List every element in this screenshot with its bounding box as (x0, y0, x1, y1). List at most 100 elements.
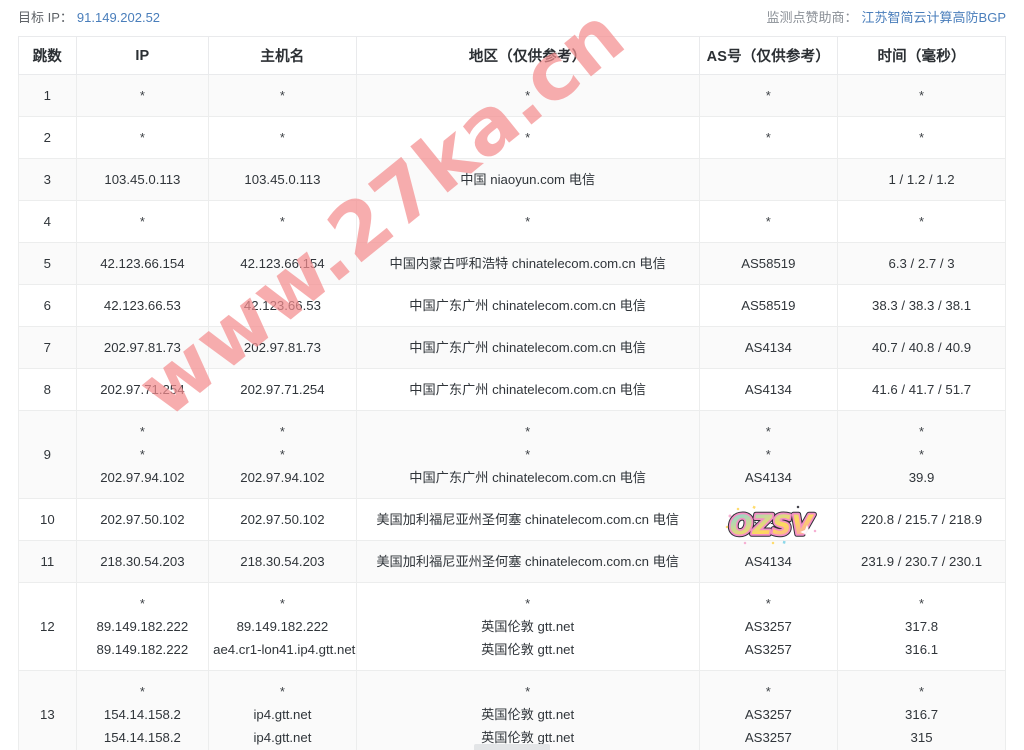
latency-cell: 40.7 / 40.8 / 40.9 (837, 326, 1006, 369)
as-number-cell[interactable]: AS4134 (698, 368, 839, 411)
as-number-cell[interactable]: * (698, 74, 839, 117)
cell-line: 315 (910, 730, 933, 745)
no-response-marker: * (279, 214, 285, 229)
as-number-cell[interactable]: * * AS4134 (698, 410, 839, 499)
ip-cell[interactable]: 218.30.54.203 (75, 540, 210, 583)
table-header-row: 跳数 IP 主机名 地区（仅供参考） AS号（仅供参考） 时间（毫秒） (18, 36, 1006, 75)
ip-cell[interactable]: * (75, 74, 210, 117)
table-row: 7 202.97.81.73 202.97.81.73 中国广东广州 chinatel… (18, 326, 1006, 369)
latency-cell: 220.8 / 215.7 / 218.9 (837, 498, 1006, 541)
cell-line: 202.97.94.102 (240, 470, 325, 485)
cell-line: 89.149.182.222 (96, 619, 189, 634)
cell-line: ip4.gtt.net (253, 730, 312, 745)
bottom-scroll-indicator[interactable] (474, 744, 550, 750)
ip-cell[interactable]: * 89.149.182.222 89.149.182.222 (75, 582, 210, 671)
ip-cell[interactable]: 202.97.71.254 (75, 368, 210, 411)
cell-line: 154.14.158.2 (103, 707, 181, 722)
table-row: 5 42.123.66.154 42.123.66.154 中国内蒙古呼和浩特 chi… (18, 242, 1006, 285)
no-response-marker: * (919, 596, 925, 611)
column-header-ip: IP (75, 36, 210, 75)
no-response-marker: * (139, 130, 145, 145)
cell-line: 6.3 / 2.7 / 3 (888, 256, 955, 271)
cell-line: 316.7 (905, 707, 939, 722)
no-response-marker: * (139, 447, 145, 462)
geo-cell: 中国内蒙古呼和浩特 chinatelecom.com.cn 电信 (355, 242, 700, 285)
no-response-marker: * (919, 684, 925, 699)
no-response-marker: * (919, 88, 925, 103)
table-row: 6 42.123.66.53 42.123.66.53 中国广东广州 chinatel… (18, 284, 1006, 327)
no-response-marker: * (139, 88, 145, 103)
geo-cell: * (355, 74, 700, 117)
ip-cell[interactable]: * * 202.97.94.102 (75, 410, 210, 499)
as-number-cell[interactable] (698, 158, 839, 201)
hop-number: 9 (43, 447, 51, 462)
as-number-cell[interactable]: AS4134 (698, 540, 839, 583)
hostname-cell: 202.97.71.254 (208, 368, 357, 411)
column-header-as: AS号（仅供参考） (698, 36, 839, 75)
cell-line: 中国 niaoyun.com 电信 (460, 172, 596, 187)
hop-number-cell: 9 (18, 410, 77, 499)
as-number-cell[interactable]: * AS3257 AS3257 (698, 582, 839, 671)
ip-cell[interactable]: 202.97.50.102 (75, 498, 210, 541)
cell-line: 202.97.94.102 (100, 470, 185, 485)
hop-number-cell: 12 (18, 582, 77, 671)
hop-number-cell: 1 (18, 74, 77, 117)
cell-line: AS4134 (744, 554, 792, 569)
cell-line: 中国广东广州 chinatelecom.com.cn 电信 (409, 298, 646, 313)
table-head: 跳数 IP 主机名 地区（仅供参考） AS号（仅供参考） 时间（毫秒） (18, 36, 1006, 75)
ip-cell[interactable]: * (75, 200, 210, 243)
no-response-marker: * (765, 684, 771, 699)
as-number-cell[interactable]: AS58519 (698, 284, 839, 327)
cell-line: 231.9 / 230.7 / 230.1 (861, 554, 983, 569)
latency-cell: * (837, 74, 1006, 117)
hop-number: 4 (43, 214, 51, 229)
cell-line: 202.97.71.254 (100, 382, 185, 397)
ip-cell[interactable]: * (75, 116, 210, 159)
cell-line: 218.30.54.203 (100, 554, 185, 569)
table-body: 1 * * * * * 2 * * * * * 3 103.45.0.113 103.45.0.113 中国 … (18, 74, 1006, 750)
hostname-cell: 202.97.81.73 (208, 326, 357, 369)
cell-line: 38.3 / 38.3 / 38.1 (872, 298, 972, 313)
cell-line: 202.97.81.73 (103, 340, 181, 355)
cell-line: AS58519 (741, 298, 796, 313)
target-ip-value[interactable]: 91.149.202.52 (76, 9, 161, 25)
no-response-marker: * (139, 596, 145, 611)
no-response-marker: * (919, 424, 925, 439)
table-row: 11 218.30.54.203 218.30.54.203 美国加利福尼亚州圣何塞 … (18, 540, 1006, 583)
hop-number-cell: 10 (18, 498, 77, 541)
ip-cell[interactable]: 202.97.81.73 (75, 326, 210, 369)
as-number-cell[interactable]: * AS3257 AS3257 (698, 670, 839, 750)
no-response-marker: * (919, 214, 925, 229)
hostname-cell: 42.123.66.53 (208, 284, 357, 327)
sponsor-link[interactable]: 江苏智简云计算高防BGP (861, 9, 1006, 25)
hostname-cell: 42.123.66.154 (208, 242, 357, 285)
column-header-hop: 跳数 (18, 36, 77, 75)
cell-line: 202.97.81.73 (243, 340, 321, 355)
ip-cell[interactable]: * 154.14.158.2 154.14.158.2 (75, 670, 210, 750)
hop-number-cell: 7 (18, 326, 77, 369)
no-response-marker: * (525, 214, 531, 229)
as-number-cell[interactable]: AS4134 (698, 498, 839, 541)
hop-number: 8 (43, 382, 51, 397)
target-ip-group: 目标 IP： 91.149.202.52 (18, 7, 160, 26)
as-number-cell[interactable]: AS4134 (698, 326, 839, 369)
cell-line: 103.45.0.113 (244, 172, 321, 187)
as-number-cell[interactable]: * (698, 200, 839, 243)
no-response-marker: * (525, 447, 531, 462)
no-response-marker: * (525, 88, 531, 103)
ip-cell[interactable]: 42.123.66.53 (75, 284, 210, 327)
as-number-cell[interactable]: * (698, 116, 839, 159)
no-response-marker: * (279, 447, 285, 462)
table-row: 3 103.45.0.113 103.45.0.113 中国 niaoyun.com … (18, 158, 1006, 201)
as-number-cell[interactable]: AS58519 (698, 242, 839, 285)
ip-cell[interactable]: 103.45.0.113 (75, 158, 210, 201)
traceroute-table-wrapper: 跳数 IP 主机名 地区（仅供参考） AS号（仅供参考） 时间（毫秒） 1 * * *… (18, 36, 1006, 750)
cell-line: 中国内蒙古呼和浩特 chinatelecom.com.cn 电信 (389, 256, 666, 271)
cell-line: AS4134 (744, 470, 792, 485)
cell-line: 317.8 (905, 619, 939, 634)
hop-number: 3 (43, 172, 51, 187)
ip-cell[interactable]: 42.123.66.154 (75, 242, 210, 285)
latency-cell: * 316.7 315 (837, 670, 1006, 750)
traceroute-table: 跳数 IP 主机名 地区（仅供参考） AS号（仅供参考） 时间（毫秒） 1 * * *… (18, 36, 1006, 750)
cell-line: 42.123.66.154 (100, 256, 185, 271)
